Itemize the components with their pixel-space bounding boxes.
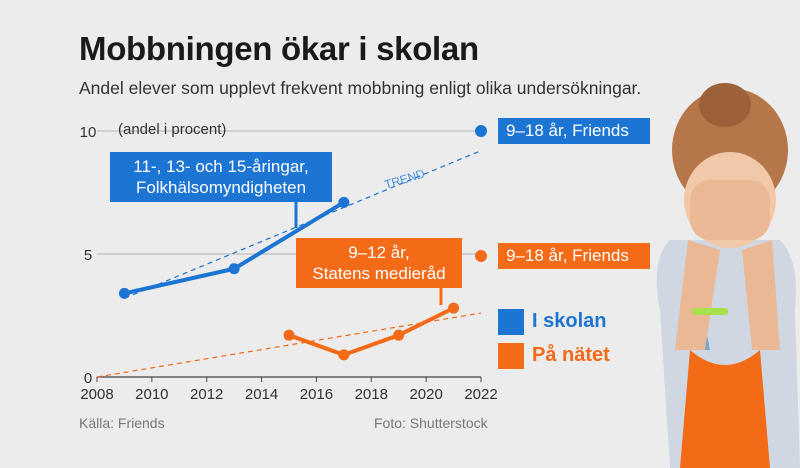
legend-swatch-blue: [498, 309, 524, 335]
friends-skolan-point: [475, 125, 487, 137]
friends-natet-tag: 9–18 år, Friends: [498, 243, 650, 269]
x-tick-label: 2014: [245, 386, 278, 403]
legend-label: I skolan: [532, 310, 607, 332]
data-point: [448, 302, 460, 314]
callout-folkhalsomyndigheten: 11-, 13- och 15-åringar, Folkhälsomyndig…: [110, 152, 332, 202]
y-tick-label: 10: [80, 124, 97, 141]
data-point: [393, 329, 405, 341]
x-tick-label: 2016: [300, 386, 333, 403]
series-line-1: [287, 306, 456, 357]
x-tick-label: 2022: [464, 386, 497, 403]
callout-line-1: 11-, 13- och 15-åringar,: [133, 157, 309, 176]
friends-skolan-tag: 9–18 år, Friends: [498, 118, 650, 144]
legend-label: På nätet: [532, 344, 610, 366]
trend-line: [96, 312, 482, 378]
data-point: [338, 196, 350, 208]
data-point: [283, 329, 295, 341]
x-tick-label: 2010: [135, 386, 168, 403]
callout-line-2: Statens medieråd: [312, 264, 446, 283]
data-point: [118, 287, 130, 299]
series-lines: [118, 196, 460, 361]
y-axis-label: (andel i procent): [118, 121, 227, 138]
trend-label: TREND: [383, 166, 427, 192]
y-tick-label: 5: [84, 247, 92, 264]
x-tick-label: 2020: [409, 386, 442, 403]
callout-statens-medierad: 9–12 år, Statens medieråd: [296, 238, 462, 288]
legend-swatch-orange: [498, 343, 524, 369]
tick-labels: 0 5 10 2008 2010 2012 2014 2016 2018 2020 2022: [80, 124, 498, 403]
x-tick-label: 2008: [80, 386, 113, 403]
trend-line: [124, 150, 482, 299]
chart-subtitle: Andel elever som upplevt frekvent mobbni…: [79, 78, 642, 98]
callout-line-2: Folkhälsomyndigheten: [135, 178, 307, 197]
data-point: [338, 349, 350, 361]
friends-natet-point: [475, 250, 487, 262]
chart-title: Mobbningen ökar i skolan: [79, 30, 479, 67]
data-point: [228, 263, 240, 275]
y-tick-label: 0: [84, 370, 92, 387]
callout-line-1: 9–12 år,: [348, 243, 410, 262]
source-note: Källa: Friends: [79, 415, 165, 431]
photo-credit: Foto: Shutterstock: [374, 415, 488, 431]
x-tick-label: 2018: [355, 386, 388, 403]
x-tick-label: 2012: [190, 386, 223, 403]
photo-child-covering-face: [656, 83, 800, 468]
